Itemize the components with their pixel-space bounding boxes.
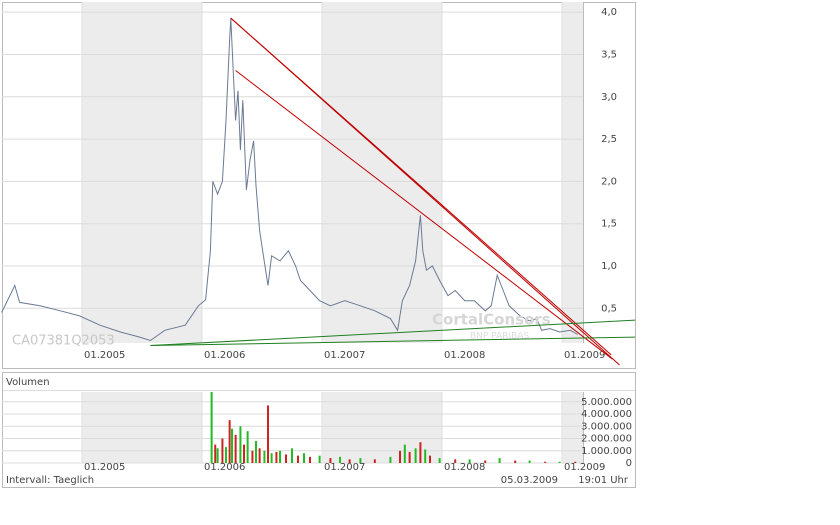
volume-bar: [318, 455, 321, 463]
watermark: BNP PARIBAS: [470, 332, 529, 342]
volume-bar: [216, 448, 219, 463]
y-tick-label: 3,5: [601, 49, 617, 60]
y-tick-label: 1.000.000: [581, 446, 632, 457]
volume-bar: [514, 460, 517, 463]
y-tick-label: 3.000.000: [581, 421, 632, 432]
x-tick-label: 01.2008: [444, 462, 485, 473]
volume-bar: [424, 449, 427, 463]
volume-bar: [267, 405, 270, 463]
volume-bar: [498, 458, 501, 463]
volume-bar: [228, 420, 231, 463]
volume-bar: [303, 453, 306, 463]
shaded-band: [562, 2, 583, 343]
volume-bar: [255, 440, 258, 463]
volume-bar: [348, 459, 351, 463]
price-line: [1, 18, 578, 342]
x-tick-label: 01.2005: [84, 462, 125, 473]
volume-bar: [225, 447, 228, 463]
x-tick-label: 01.2009: [564, 350, 605, 361]
watermark: CortalConsors: [432, 311, 551, 329]
volume-bar: [258, 448, 261, 463]
volume-bar: [243, 444, 246, 463]
trend-line: [235, 70, 613, 360]
y-tick-label: 2.000.000: [581, 434, 632, 445]
volume-bar: [574, 461, 577, 463]
y-tick-label: 1,0: [601, 261, 617, 272]
volume-bar: [399, 450, 402, 463]
backgrounds: [2, 2, 584, 464]
volume-bar: [468, 459, 471, 463]
x-tick-label: 01.2009: [564, 462, 605, 473]
instrument-label: CA07381Q2053: [12, 334, 115, 349]
volume-bar: [403, 444, 406, 463]
x-tick-label: 01.2006: [204, 350, 245, 361]
volume-bar: [528, 460, 531, 463]
y-tick-label: 1,5: [601, 219, 617, 230]
volume-bar: [210, 392, 213, 463]
volume-bar: [246, 431, 249, 463]
trend-line: [150, 319, 636, 347]
volume-bar: [429, 455, 432, 463]
volume-bar: [309, 456, 312, 463]
y-tick-label: 4,0: [601, 7, 617, 18]
volume-bar: [339, 456, 342, 463]
volume-bar: [419, 442, 422, 463]
shaded-band: [322, 392, 443, 463]
y-tick-label: 3,0: [601, 92, 617, 103]
y-tick-label: 2,5: [601, 134, 617, 145]
volume-bar: [329, 458, 332, 463]
volume-bar: [373, 459, 376, 463]
trend-line: [150, 336, 636, 347]
date-label: 05.03.2009: [501, 475, 558, 486]
y-tick-label: 2,0: [601, 176, 617, 187]
shaded-band: [562, 392, 583, 463]
volume-bar: [359, 458, 362, 463]
volume-bar: [414, 448, 417, 463]
volume-bar: [484, 460, 487, 463]
volume-bar: [438, 458, 441, 463]
x-tick-label: 01.2008: [444, 350, 485, 361]
x-tick-label: 01.2005: [84, 350, 125, 361]
y-tick-label: 0: [626, 458, 632, 469]
volume-bar: [558, 461, 561, 463]
volume-bar: [285, 454, 288, 463]
volume-bar: [389, 456, 392, 463]
y-tick-label: 0,5: [601, 303, 617, 314]
volume-bar: [214, 444, 217, 463]
volume-bar: [291, 448, 294, 463]
x-tick-label: 01.2007: [324, 462, 365, 473]
volume-bar: [234, 434, 237, 463]
volume-bar: [408, 451, 411, 463]
shaded-band: [82, 2, 203, 343]
volume-bar: [231, 428, 234, 463]
volume-bar: [270, 453, 273, 463]
volume-bar: [544, 461, 547, 463]
volume-bar: [221, 438, 224, 463]
volume-bar: [279, 450, 282, 463]
volume-bar: [297, 455, 300, 463]
x-tick-label: 01.2006: [204, 462, 245, 473]
trend-line: [230, 17, 612, 356]
volume-bar: [251, 450, 254, 463]
interval-label: Intervall: Taeglich: [6, 475, 94, 486]
y-tick-label: 5.000.000: [581, 397, 632, 408]
volume-title: Volumen: [6, 377, 50, 388]
x-tick-label: 01.2007: [324, 350, 365, 361]
y-tick-label: 4.000.000: [581, 409, 632, 420]
shaded-band: [322, 2, 443, 343]
shaded-band: [82, 392, 203, 463]
volume-bar: [263, 450, 266, 463]
volume-bar: [454, 459, 457, 463]
volume-bar: [239, 426, 242, 463]
volume-bar: [275, 451, 278, 463]
foreground: 01.2005 01.2006 01.2007 01.2008 01.2009 0,5 1,…: [1, 7, 636, 473]
time-label: 19:01 Uhr: [578, 475, 629, 486]
